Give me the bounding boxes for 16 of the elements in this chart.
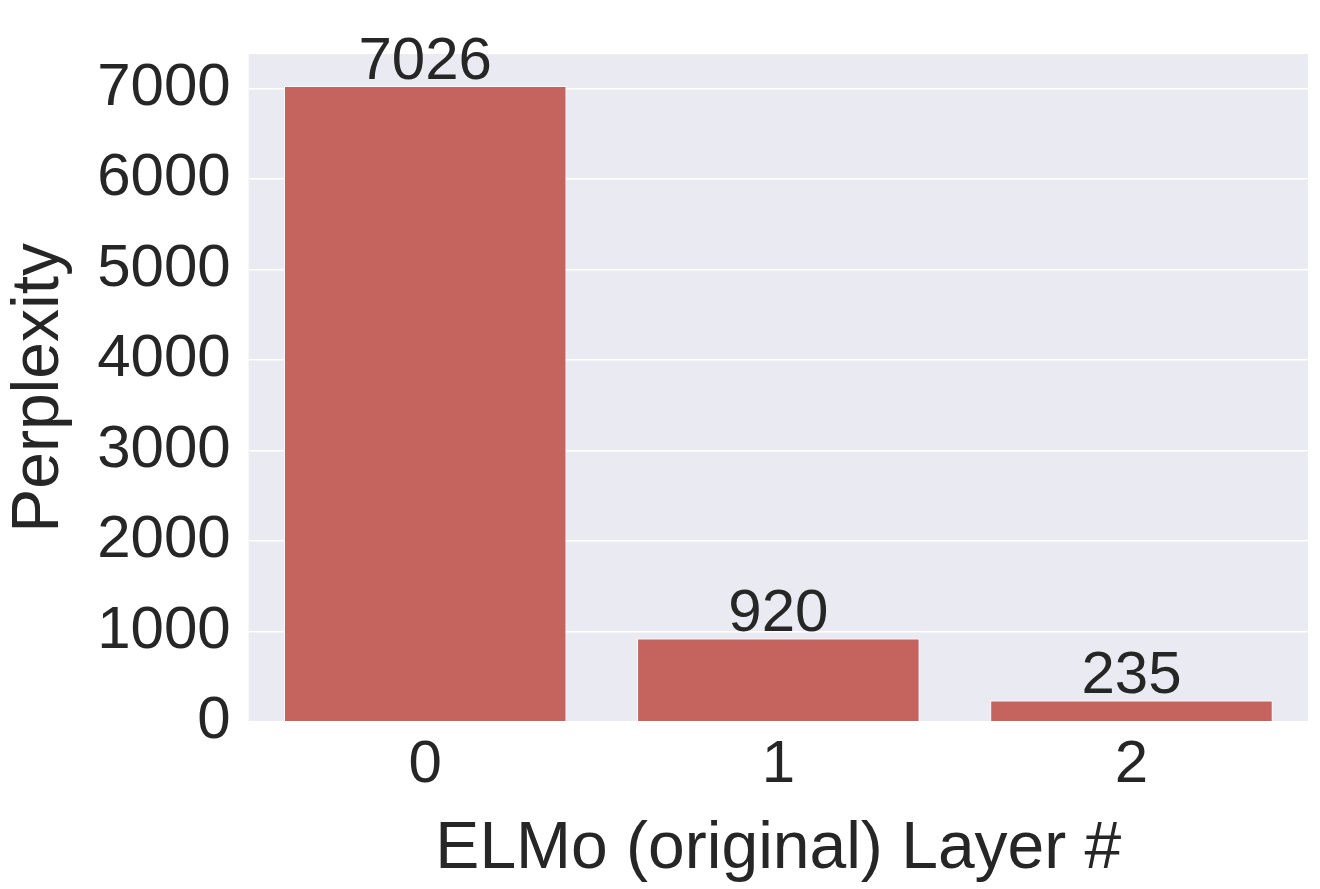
data-label: 7026: [358, 24, 492, 92]
y-axis-title: Perplexity: [0, 243, 72, 533]
y-tick-label: 0: [197, 684, 231, 752]
x-tick-label: 1: [761, 728, 796, 796]
data-label: 920: [728, 577, 829, 645]
y-tick-label: 1000: [97, 593, 231, 661]
y-tick-label: 2000: [97, 503, 231, 571]
y-tick-label: 6000: [97, 141, 231, 209]
x-tick-label: 2: [1114, 728, 1149, 796]
y-tick-label: 7000: [97, 50, 231, 118]
y-tick-label: 3000: [97, 412, 231, 480]
y-tick-label: 4000: [97, 322, 231, 390]
y-tick-label: 5000: [97, 231, 231, 299]
x-axis-title: ELMo (original) Layer #: [435, 807, 1122, 882]
data-label: 235: [1081, 639, 1182, 707]
x-tick-label: 0: [408, 728, 442, 796]
